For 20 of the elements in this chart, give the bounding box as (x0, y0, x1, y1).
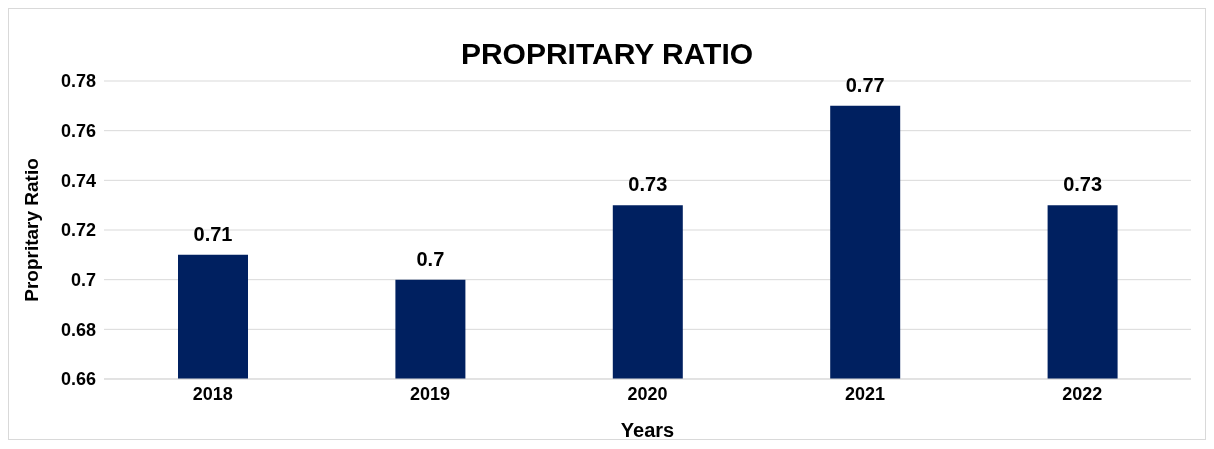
data-label: 0.71 (193, 222, 233, 245)
x-tick-label: 2018 (192, 383, 233, 404)
y-tick-label: 0.74 (60, 170, 96, 191)
y-tick-label: 0.66 (60, 369, 96, 390)
x-tick-label: 2022 (1062, 383, 1103, 404)
x-tick-label: 2021 (844, 383, 885, 404)
y-tick-label: 0.68 (60, 319, 96, 340)
chart-title: PROPRITARY RATIO (459, 37, 755, 71)
x-tick-label: 2019 (410, 383, 451, 404)
x-axis-title: Years (620, 419, 675, 441)
data-label: 0.77 (845, 73, 885, 96)
y-tick-label: 0.78 (60, 71, 96, 92)
y-tick-label: 0.76 (60, 121, 96, 142)
data-label: 0.73 (628, 173, 668, 196)
data-label: 0.73 (1063, 173, 1103, 196)
data-label: 0.7 (416, 247, 445, 270)
x-tick-label: 2020 (627, 383, 668, 404)
y-tick-label: 0.72 (60, 220, 96, 241)
y-axis-title: Propritary Ratio (20, 158, 42, 302)
y-tick-label: 0.7 (70, 270, 96, 291)
